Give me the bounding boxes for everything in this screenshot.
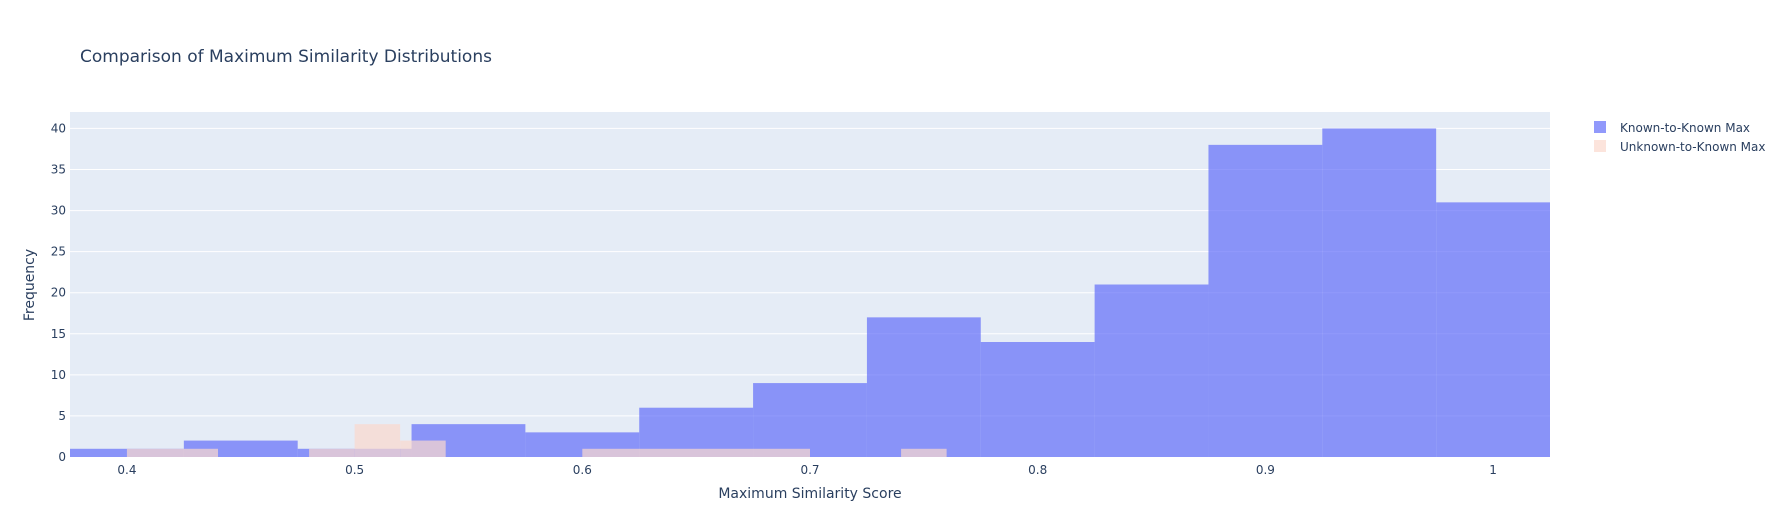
x-tick-label: 0.9	[1256, 463, 1275, 477]
x-tick-label: 0.6	[573, 463, 592, 477]
y-axis-title: Frequency	[22, 249, 38, 321]
histogram-bar[interactable]	[582, 448, 810, 457]
y-axis-ticks: 0 5 10 15 20 25 30 35 40	[51, 121, 66, 464]
x-axis-ticks: 0.4 0.5 0.6 0.7 0.8 0.9 1	[117, 463, 1497, 477]
x-tick-label: 0.5	[345, 463, 364, 477]
legend[interactable]: Known-to-Known Max Unknown-to-Known Max	[1594, 121, 1766, 154]
histogram-bar[interactable]	[1208, 144, 1323, 457]
y-tick-label: 40	[51, 121, 66, 135]
histogram-bar[interactable]	[126, 448, 218, 457]
legend-swatch	[1594, 140, 1606, 152]
x-tick-label: 0.7	[800, 463, 819, 477]
y-tick-label: 35	[51, 163, 66, 177]
histogram-bar[interactable]	[866, 317, 981, 457]
legend-label: Unknown-to-Known Max	[1620, 140, 1766, 154]
histogram-bar[interactable]	[1436, 202, 1550, 457]
x-tick-label: 1	[1489, 463, 1497, 477]
y-tick-label: 15	[51, 327, 66, 341]
y-tick-label: 5	[58, 409, 66, 423]
chart-title: Comparison of Maximum Similarity Distrib…	[80, 47, 492, 67]
histogram-bar[interactable]	[400, 440, 446, 457]
histogram-bar[interactable]	[901, 448, 947, 457]
histogram-bar[interactable]	[1322, 128, 1437, 457]
histogram-bar[interactable]	[354, 424, 401, 457]
legend-label: Known-to-Known Max	[1620, 121, 1750, 135]
series-unknown-to-known-bars[interactable]	[126, 424, 947, 457]
histogram-bar[interactable]	[1094, 284, 1209, 458]
y-tick-label: 10	[51, 368, 66, 382]
legend-item-known-to-known[interactable]: Known-to-Known Max	[1594, 121, 1750, 135]
histogram-bar[interactable]	[309, 448, 355, 457]
x-axis-title: Maximum Similarity Score	[718, 486, 901, 502]
legend-item-unknown-to-known[interactable]: Unknown-to-Known Max	[1594, 140, 1766, 154]
x-tick-label: 0.8	[1028, 463, 1047, 477]
legend-swatch	[1594, 121, 1606, 133]
x-tick-label: 0.4	[117, 463, 136, 477]
histogram-bar[interactable]	[753, 383, 867, 457]
y-tick-label: 25	[51, 245, 66, 259]
y-tick-label: 20	[51, 286, 66, 300]
y-tick-label: 30	[51, 204, 66, 218]
y-tick-label: 0	[58, 450, 66, 464]
histogram-bar[interactable]	[980, 342, 1095, 457]
